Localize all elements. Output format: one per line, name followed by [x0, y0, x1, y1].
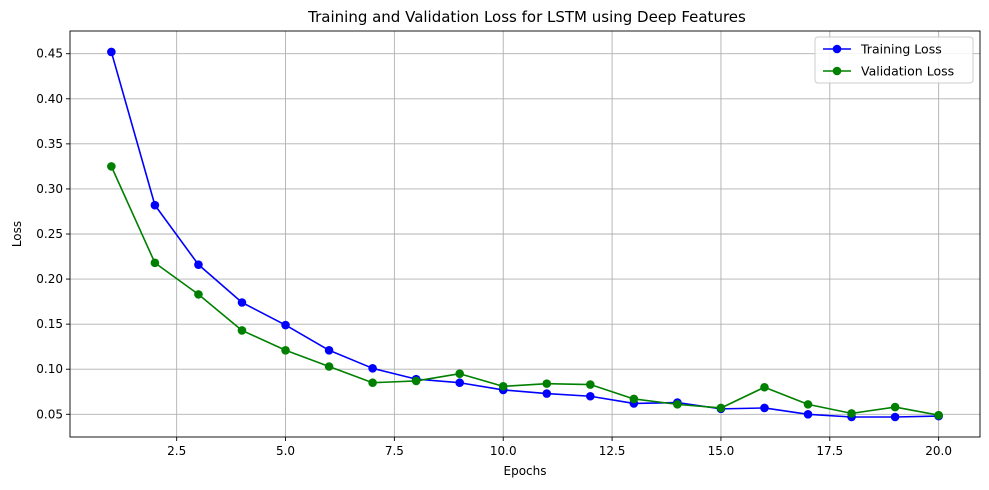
data-point [760, 382, 769, 392]
data-point [890, 402, 900, 412]
data-point [673, 400, 682, 409]
data-point [542, 389, 552, 398]
data-point [194, 290, 203, 299]
x-tick-label: 17.5 [816, 444, 843, 458]
data-point [586, 380, 595, 389]
y-tick-label: 0.20 [36, 272, 63, 286]
data-point [368, 364, 377, 373]
grid [70, 31, 980, 437]
y-tick-label: 0.35 [36, 137, 63, 151]
series-line-1 [110, 51, 939, 418]
y-tick-label: 0.30 [36, 182, 63, 196]
y-tick-label: 0.40 [36, 92, 63, 106]
data-point [498, 382, 508, 391]
y-axis-label: Loss [10, 221, 24, 247]
data-point [237, 326, 247, 335]
legend-entry: Training Loss [860, 42, 942, 57]
legend-marker [832, 66, 842, 76]
data-point [324, 345, 334, 355]
series-line-2 [110, 166, 939, 416]
x-tick-label: 12.5 [599, 444, 626, 458]
x-axis-label: Epochs [504, 464, 547, 478]
y-tick-label: 0.05 [36, 407, 63, 421]
chart-title: Training and Validation Loss for LSTM us… [307, 8, 746, 26]
x-tick-label: 10.0 [490, 444, 517, 458]
x-tick-label: 20.0 [925, 444, 952, 458]
legend-marker [832, 44, 842, 54]
data-point [890, 412, 900, 422]
data-point [150, 258, 160, 268]
data-point [281, 320, 290, 330]
data-point [281, 345, 290, 355]
data-point [455, 369, 464, 379]
data-point [803, 400, 813, 409]
data-point [150, 200, 160, 210]
data-point [455, 378, 464, 388]
x-tick-label: 15.0 [708, 444, 735, 458]
y-tick-label: 0.25 [36, 227, 63, 241]
data-point [760, 403, 769, 413]
x-tick-label: 5.0 [276, 444, 295, 458]
data-point [107, 47, 116, 57]
y-tick-label: 0.10 [36, 362, 63, 376]
legend: Training Loss Validation Loss [814, 36, 974, 84]
data-point [237, 298, 247, 307]
data-point [629, 394, 639, 404]
data-point [803, 409, 813, 419]
y-tick-label: 0.15 [36, 317, 63, 331]
legend-box [814, 36, 974, 84]
data-point [324, 362, 334, 371]
y-tick-label: 0.45 [36, 47, 63, 61]
data-point [411, 376, 421, 386]
data-point [107, 162, 116, 171]
data-point [368, 378, 377, 388]
data-point [542, 379, 552, 388]
data-point [716, 403, 726, 413]
data-point [194, 260, 203, 269]
series-layer [107, 47, 943, 422]
data-point [934, 410, 943, 420]
axis-ticks: 2.5 5.0 7.5 10.0 12.5 15.0 17.5 20.0 0.05 0.10 0.1… [36, 47, 952, 458]
data-point [586, 391, 595, 401]
legend-entry: Validation Loss [861, 64, 954, 79]
data-point [847, 409, 856, 418]
x-tick-label: 2.5 [167, 444, 186, 458]
x-tick-label: 7.5 [385, 444, 404, 458]
